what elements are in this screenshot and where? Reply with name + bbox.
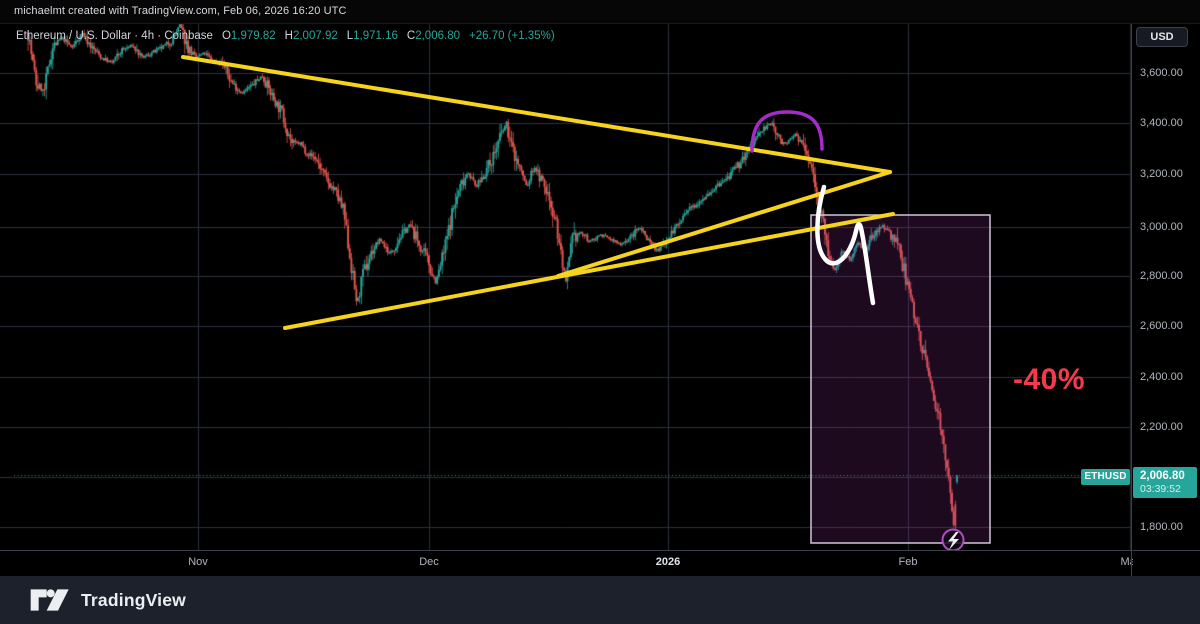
price-axis-label: 2,400.00 bbox=[1140, 371, 1183, 383]
price-axis-label: 3,200.00 bbox=[1140, 168, 1183, 180]
exchange-label: Coinbase bbox=[164, 30, 213, 42]
drop-percent-annotation: -40% bbox=[1012, 363, 1086, 396]
tradingview-brand-text: TradingView bbox=[81, 589, 186, 610]
attribution-text: michaelmt created with TradingView.com, … bbox=[14, 5, 347, 17]
currency-usd-button[interactable]: USD bbox=[1136, 27, 1188, 47]
interval-label: 4h bbox=[141, 30, 155, 42]
time-axis-label: Feb bbox=[898, 556, 918, 568]
last-price-value: 2,006.80 bbox=[1140, 470, 1185, 482]
price-axis-label: 1,800.00 bbox=[1140, 521, 1183, 533]
time-axis-label: 2026 bbox=[655, 556, 681, 568]
axis-separator-horizontal bbox=[0, 550, 1200, 551]
bar-countdown-timer: 03:39:52 bbox=[1140, 483, 1181, 495]
last-price-badge[interactable]: 2,006.80 03:39:52 bbox=[1133, 467, 1197, 498]
tradingview-logo-icon[interactable] bbox=[30, 588, 70, 612]
ohlc-high: H2,007.92 bbox=[284, 30, 338, 42]
ohlc-low: L1,971.16 bbox=[346, 30, 398, 42]
symbol-legend[interactable]: Ethereum / U.S. Dollar · 4h · Coinbase O1… bbox=[16, 30, 555, 42]
symbol-title: Ethereum / U.S. Dollar · 4h · Coinbase bbox=[16, 30, 213, 42]
price-axis-label: 3,600.00 bbox=[1140, 67, 1183, 79]
price-axis-label: 2,800.00 bbox=[1140, 270, 1183, 282]
price-axis-label: 3,000.00 bbox=[1140, 221, 1183, 233]
ohlc-close: C2,006.80 bbox=[406, 30, 460, 42]
time-axis[interactable]: Nov Dec 2026 Feb Mar bbox=[0, 550, 1133, 576]
axis-separator-vertical bbox=[1131, 24, 1132, 576]
ohlc-open: O1,979.82 bbox=[221, 30, 276, 42]
symbol-price-label-badge[interactable]: ETHUSD bbox=[1081, 469, 1130, 485]
time-axis-label: Dec bbox=[419, 556, 439, 568]
price-axis-label: 3,400.00 bbox=[1140, 117, 1183, 129]
time-axis-label: Mar bbox=[1120, 556, 1133, 568]
change-label: +26.70 (+1.35%) bbox=[468, 30, 555, 42]
time-axis-label: Nov bbox=[188, 556, 208, 568]
price-axis-label: 2,600.00 bbox=[1140, 320, 1183, 332]
attribution-bar: michaelmt created with TradingView.com, … bbox=[0, 0, 1200, 24]
price-axis[interactable]: 3,600.00 3,400.00 3,200.00 3,000.00 2,800.00… bbox=[1132, 24, 1200, 550]
price-axis-label: 2,200.00 bbox=[1140, 421, 1183, 433]
footer-bar: TradingView bbox=[0, 576, 1200, 624]
